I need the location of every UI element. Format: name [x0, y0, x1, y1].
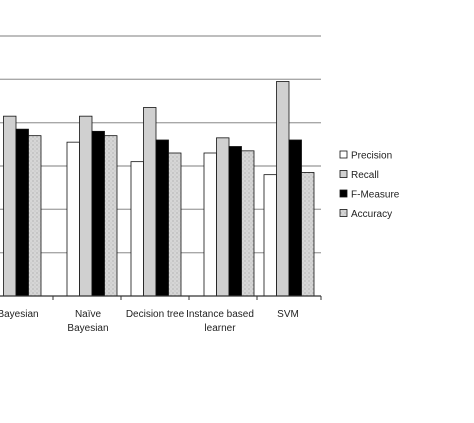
x-tick-label: Bayesian: [67, 323, 108, 334]
x-axis: [0, 295, 322, 300]
legend-swatch-accuracy: [339, 209, 348, 217]
bar-recall-2: [143, 107, 157, 297]
bar-f-measure-0: [15, 128, 29, 297]
bar-accuracy-3: [241, 150, 255, 297]
x-tick-labels: Bayesian Naïve Bayesian Decision tree Instan…: [0, 309, 299, 334]
bar-recall-0: [3, 115, 17, 297]
x-tick-label: learner: [204, 323, 236, 334]
bar-f-measure-2: [155, 139, 169, 297]
bars: [3, 81, 315, 297]
x-tick-label: Decision tree: [126, 309, 185, 320]
bar-f-measure-3: [228, 146, 242, 297]
x-tick-label: Instance based: [186, 309, 254, 320]
bar-recall-4: [276, 81, 290, 297]
bar-recall-3: [216, 137, 230, 297]
bar-accuracy-4: [301, 172, 315, 297]
legend-swatch-precision: [339, 150, 348, 159]
bar-accuracy-0: [28, 135, 42, 297]
bar-f-measure-4: [288, 139, 302, 297]
legend-swatch-recall: [339, 170, 348, 178]
x-tick-label: Bayesian: [0, 309, 39, 320]
legend-label: Precision: [351, 151, 392, 162]
bar-accuracy-2: [168, 152, 182, 297]
bar-recall-1: [79, 115, 93, 297]
bar-f-measure-1: [91, 130, 105, 297]
legend-swatch-f-measure: [339, 189, 348, 198]
bar-precision-1: [66, 141, 80, 297]
legend-label: F-Measure: [351, 190, 400, 201]
x-tick-label: Naïve: [75, 309, 102, 320]
legend-label: Recall: [351, 170, 379, 181]
x-tick-label: SVM: [277, 309, 299, 320]
legend-label: Accuracy: [351, 209, 392, 220]
bar-accuracy-1: [104, 135, 118, 297]
bar-precision-3: [203, 152, 217, 297]
bar-precision-4: [263, 174, 277, 297]
legend: Precision Recall F-Measure Accuracy: [339, 150, 400, 220]
bar-precision-2: [130, 161, 144, 297]
